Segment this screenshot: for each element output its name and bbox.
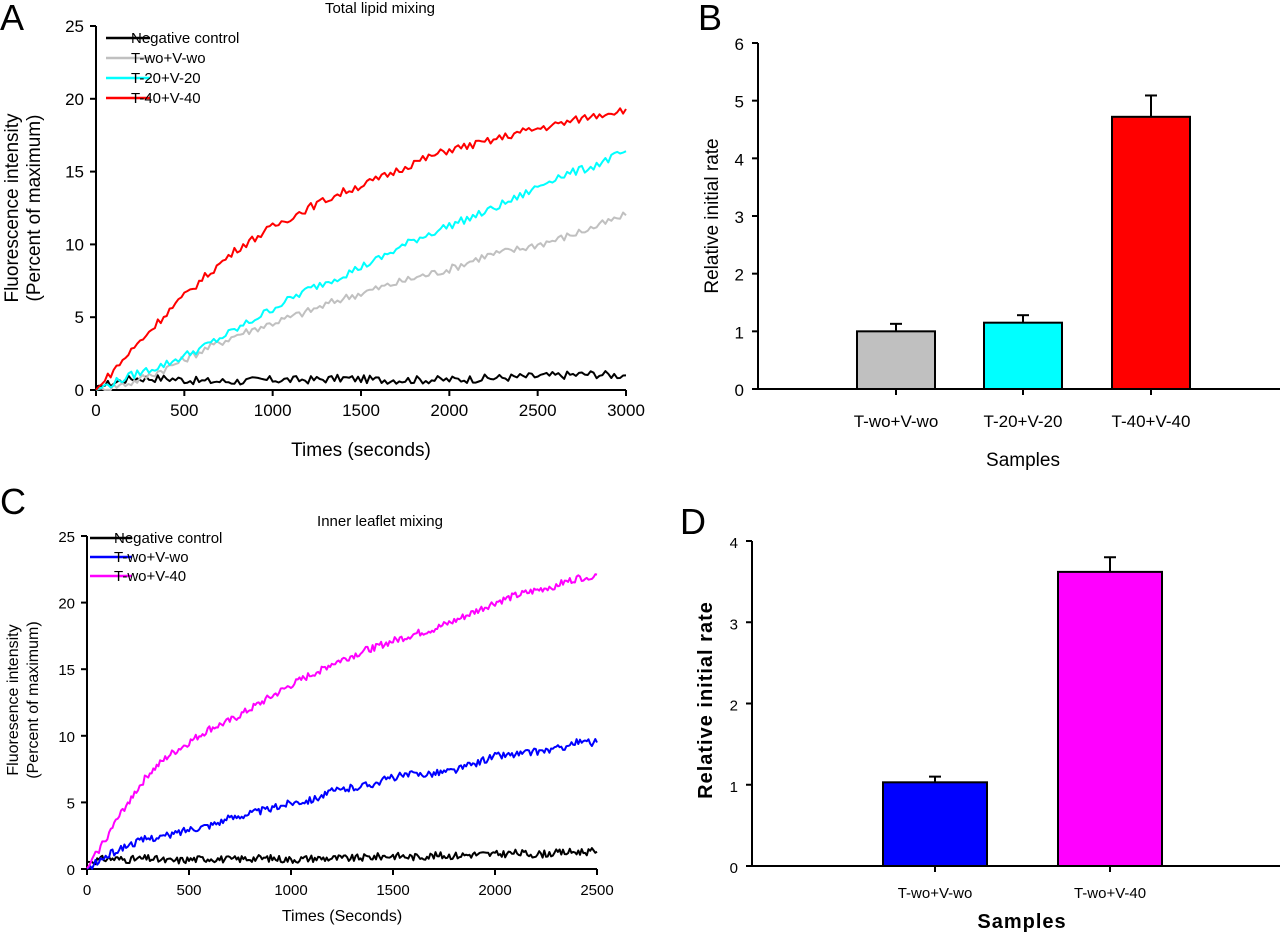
series-line-t-wo-v-wo — [95, 211, 627, 391]
legend-label: T-wo+V-wo — [131, 50, 206, 67]
legend-label: T-40+V-40 — [131, 90, 201, 107]
y-tick-label: 0 — [67, 862, 75, 879]
y-axis-title: Relative initial rate — [695, 601, 717, 799]
y-tick-label: 25 — [65, 17, 84, 36]
y-tick-label: 3 — [735, 208, 744, 227]
x-axis-title: Times (seconds) — [291, 440, 431, 461]
series-line-negative-control — [86, 847, 598, 866]
x-axis-title: Samples — [986, 450, 1060, 471]
y-tick-label: 0 — [730, 860, 738, 877]
panel-c: C Inner leaflet mixing 0 5 10 15 20 25 0 500 1000 1… — [0, 481, 614, 925]
y-tick-label: 4 — [730, 535, 738, 552]
y-tick-label: 5 — [67, 795, 75, 812]
panel-letter: D — [680, 501, 706, 542]
x-tick-label: T-wo+V-wo — [854, 412, 939, 431]
y-tick-label: 15 — [65, 163, 84, 182]
x-tick-label: 2500 — [519, 401, 557, 420]
x-tick-label: 500 — [170, 401, 198, 420]
x-axis-title: Samples — [977, 911, 1066, 933]
panel-b: B 0 1 2 3 4 5 6 T-wo+V-wo T-20+V-20 T-40+V-40 Sampl… — [698, 0, 1280, 471]
x-tick-label: T-40+V-40 — [1112, 412, 1191, 431]
x-tick-label: T-wo+V-40 — [1074, 885, 1146, 902]
y-tick-label: 10 — [65, 235, 84, 254]
x-tick-label: T-wo+V-wo — [898, 885, 973, 902]
y-tick-label: 2 — [735, 266, 744, 285]
x-tick-label: 2000 — [478, 882, 511, 899]
panel-letter: A — [0, 0, 24, 38]
y-tick-label: 1 — [730, 779, 738, 796]
chart-title: Inner leaflet mixing — [317, 513, 443, 530]
y-tick-label: 10 — [58, 729, 75, 746]
x-tick-label: 0 — [91, 401, 100, 420]
y-tick-label: 3 — [730, 616, 738, 633]
y-axis-title: Relative initial rate — [702, 138, 723, 293]
y-axis-title: (Percent of maximum) — [24, 115, 45, 302]
series-line-t-wo-v-40 — [86, 573, 598, 870]
bar-t-wo-v-40 — [1057, 570, 1163, 867]
x-tick-label: 1500 — [342, 401, 380, 420]
bar-t-wo-v-wo — [882, 781, 988, 867]
y-tick-label: 6 — [735, 35, 744, 54]
x-tick-label: 0 — [83, 882, 91, 899]
chart-title: Total lipid mixing — [325, 0, 435, 17]
x-tick-label: 1000 — [254, 401, 292, 420]
legend-label: T-20+V-20 — [131, 70, 201, 87]
y-tick-label: 1 — [735, 323, 744, 342]
panel-a: A Total lipid mixing 0 5 10 15 20 25 0 500 1000 150… — [0, 0, 645, 461]
panel-d: D 0 1 2 3 4 T-wo+V-wo T-wo+V-40 Samples Relative … — [680, 501, 1280, 933]
y-axis-title: Fluoresence intensity — [5, 624, 22, 775]
series-line-t-40-v-40 — [95, 107, 627, 391]
legend-label: T-wo+V-40 — [114, 568, 186, 585]
y-tick-label: 5 — [735, 93, 744, 112]
y-tick-label: 4 — [735, 150, 744, 169]
x-tick-label: 1000 — [274, 882, 307, 899]
series-line-t-wo-v-wo — [86, 738, 598, 870]
panel-letter: C — [0, 481, 26, 522]
y-tick-label: 2 — [730, 698, 738, 715]
x-tick-label: 500 — [176, 882, 201, 899]
y-tick-label: 5 — [75, 308, 84, 327]
legend-label: Negative control — [114, 530, 222, 547]
x-axis-title: Times (Seconds) — [282, 908, 402, 925]
y-tick-label: 20 — [65, 90, 84, 109]
y-tick-label: 0 — [75, 381, 84, 400]
x-tick-label: 1500 — [376, 882, 409, 899]
y-tick-label: 15 — [58, 662, 75, 679]
y-tick-label: 25 — [58, 529, 75, 546]
y-tick-label: 20 — [58, 596, 75, 613]
y-axis-title: (Percent of maximum) — [25, 621, 42, 778]
series-line-negative-control — [95, 370, 627, 388]
bar-t-40-v-40 — [1111, 115, 1191, 391]
bar-t-20-v-20 — [983, 321, 1063, 390]
bar-t-wo-v-wo — [856, 330, 936, 391]
legend: Negative control T-wo+V-wo T-wo+V-40 — [90, 530, 222, 585]
series-line-t-20-v-20 — [95, 150, 627, 391]
x-tick-label: 2000 — [430, 401, 468, 420]
legend-label: Negative control — [131, 30, 239, 47]
legend-label: T-wo+V-wo — [114, 549, 189, 566]
x-tick-label: T-20+V-20 — [984, 412, 1063, 431]
panel-letter: B — [698, 0, 722, 38]
x-tick-label: 2500 — [580, 882, 613, 899]
y-axis-title: Fluorescence intensity — [2, 113, 23, 303]
legend: Negative control T-wo+V-wo T-20+V-20 T-40+V… — [106, 30, 239, 107]
x-tick-label: 3000 — [607, 401, 645, 420]
y-tick-label: 0 — [735, 381, 744, 400]
